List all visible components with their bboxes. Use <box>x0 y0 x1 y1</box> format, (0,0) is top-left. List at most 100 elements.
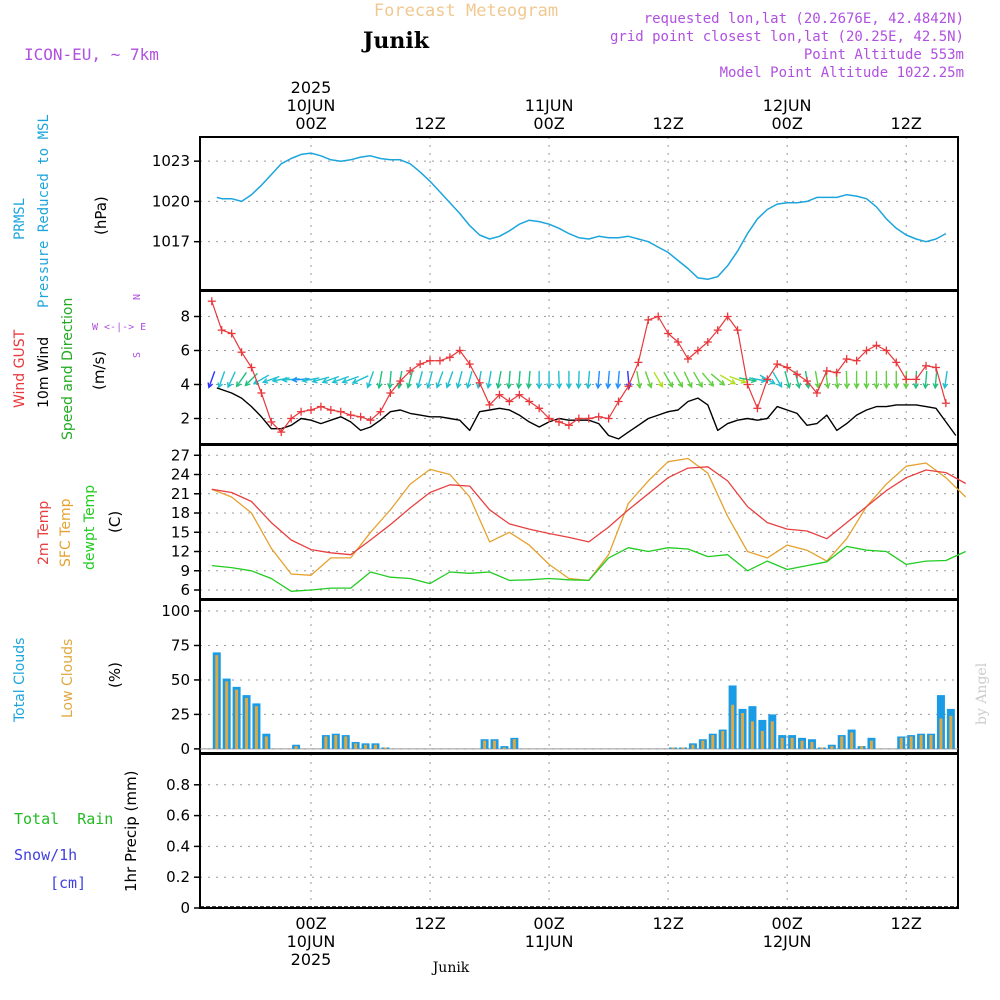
pressure-panel-frame <box>199 136 959 291</box>
wind-arrow-head <box>824 382 831 390</box>
wind-arrow-head <box>883 383 890 390</box>
low-clouds-bar <box>790 737 794 749</box>
bottom-time-label: 12Z <box>414 914 445 933</box>
wind-speed-dir-label: Speed and Direction <box>60 298 76 440</box>
snow-label: Snow/1h <box>14 846 77 864</box>
wind-arrow-head <box>585 383 592 390</box>
wind-arrow-shaft <box>272 377 290 382</box>
low-clouds-label: Low Clouds <box>60 639 76 718</box>
precip-ytick-label: 0.2 <box>166 868 190 886</box>
wind-arrow-shaft <box>784 371 791 388</box>
low-clouds-bar <box>364 744 368 749</box>
wind-ytick-label: 6 <box>180 342 190 360</box>
low-clouds-bar <box>483 740 487 749</box>
top-time-label: 00Z <box>533 114 564 133</box>
wind-arrow-head <box>261 378 269 384</box>
wind-arrow-shaft <box>527 370 531 388</box>
wind-arrow-shaft <box>577 370 580 388</box>
wind-gust-line <box>211 301 947 433</box>
pressure-ytick-label: 1023 <box>152 152 190 170</box>
wind-arrow-head <box>863 383 870 390</box>
wind-arrow-shaft <box>282 377 300 381</box>
wind-arrow-head <box>331 378 338 384</box>
clouds-ytick-label: 50 <box>171 671 190 689</box>
wind-arrow-head <box>708 380 715 388</box>
wind-arrow-head <box>776 381 783 389</box>
wind-arrow-shaft <box>701 372 714 387</box>
wind-arrow-head <box>425 382 432 390</box>
precip-axis-label: 1hr Precip (mm) <box>122 771 140 892</box>
low-clouds-bar <box>830 746 834 749</box>
wind-arrow-head <box>465 382 472 390</box>
wind-arrow-shaft <box>587 370 591 388</box>
wind-arrow-head <box>615 383 622 390</box>
wind-arrow-shaft <box>208 371 216 388</box>
low-clouds-bar <box>750 721 754 749</box>
pressure-ytick-label: 1017 <box>152 233 190 251</box>
low-clouds-bar <box>850 732 854 749</box>
low-clouds-bar <box>929 735 933 749</box>
wind-arrow-head <box>912 383 919 390</box>
wind-arrow-head <box>227 382 233 389</box>
bottom-time-label: 12Z <box>891 914 922 933</box>
low-clouds-bar <box>334 735 338 749</box>
wind-arrow-head <box>834 383 841 390</box>
top-time-label: 11JUN <box>525 96 574 115</box>
top-time-label: 12JUN <box>763 96 812 115</box>
temp-2m-line <box>211 466 967 556</box>
wind-arrow-head <box>922 383 929 390</box>
wind-arrow-shaft <box>366 371 375 388</box>
temperature-ytick-label: 18 <box>171 504 190 522</box>
wind-arrow-shaft <box>748 377 766 382</box>
wind-arrow-head <box>719 379 726 386</box>
temp-dewpt-label: dewpt Temp <box>82 485 98 570</box>
wind-arrow-shaft <box>617 370 620 388</box>
wind-arrow-head <box>667 381 674 389</box>
wind-arrow-head <box>546 383 553 390</box>
wind-arrow-shaft <box>653 371 664 388</box>
temperature-panel-frame <box>199 444 959 600</box>
wind-arrow-shaft <box>772 371 783 388</box>
wind-arrow-head <box>366 382 372 389</box>
low-clouds-bar <box>681 747 685 749</box>
low-clouds-bar <box>840 736 844 749</box>
wind10-label: 10m Wind <box>36 337 52 408</box>
wind-arrow-head <box>843 383 850 390</box>
low-clouds-bar <box>949 715 953 749</box>
wind-ytick-label: 2 <box>180 410 190 428</box>
wind-ytick-label: 4 <box>180 376 190 394</box>
low-clouds-bar <box>741 713 745 749</box>
low-clouds-bar <box>899 737 903 749</box>
wind-arrow-shaft <box>673 371 683 388</box>
wind-arrow-head <box>932 383 939 390</box>
footer-location: Junik <box>431 960 470 976</box>
wind-arrow-shaft <box>427 371 433 388</box>
wind-arrow-head <box>281 376 288 383</box>
wind-arrow-head <box>646 382 653 389</box>
wind-arrow-shaft <box>352 375 369 384</box>
wind-arrow-shaft <box>663 371 673 388</box>
wind-arrow-head <box>386 383 393 390</box>
wind-arrow-shaft <box>417 371 423 388</box>
top-time-label: 00Z <box>771 114 802 133</box>
temperature-ytick-label: 6 <box>180 581 190 599</box>
wind-arrow-head <box>814 382 821 390</box>
low-clouds-bar <box>770 721 774 749</box>
wind-arrow-head <box>687 382 693 389</box>
wind-arrow-shaft <box>517 370 521 388</box>
wind-arrow-shaft <box>253 374 270 385</box>
wind-arrow-head <box>769 379 776 385</box>
wind-arrow-shaft <box>446 371 454 388</box>
wind-arrow-head <box>301 377 308 384</box>
compass-north: N <box>132 294 143 300</box>
wind-arrow-shaft <box>607 370 611 388</box>
bottom-time-label: 00Z <box>771 914 802 933</box>
clouds-ytick-label: 0 <box>180 740 190 758</box>
wind-arrow-head <box>729 379 737 385</box>
chart-title: Forecast Meteogram <box>374 1 558 21</box>
wind-arrow-head <box>893 383 900 390</box>
low-clouds-bar <box>215 655 219 749</box>
low-clouds-bar <box>294 746 298 749</box>
wind-arrow-shaft <box>312 376 330 383</box>
